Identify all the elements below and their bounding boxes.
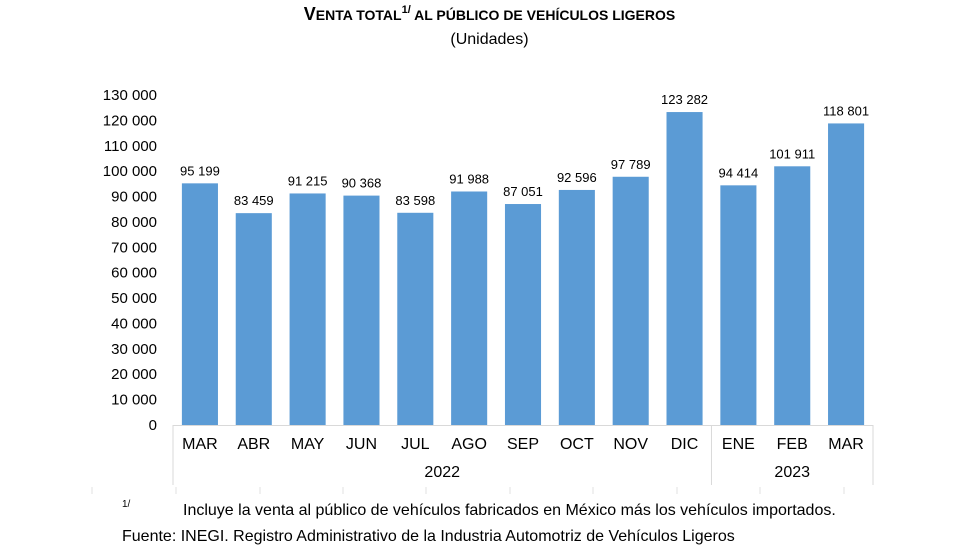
bar [612,176,649,425]
group-label: 2022 [424,464,460,481]
source-text: Fuente: INEGI. Registro Administrativo d… [122,528,735,545]
bar-data-label: 97 789 [611,157,651,172]
x-tick-label: MAY [291,436,325,453]
group-label: 2023 [774,464,810,481]
bar-data-labels: 95 199 83 459 91 215 90 368 83 598 91 988 87 0… [180,92,869,208]
bar-data-label: 94 414 [719,165,759,180]
footnote-mark: 1/ [122,499,131,510]
bar [720,185,757,425]
y-tick-label: 40 000 [111,315,157,332]
y-tick-label: 20 000 [111,366,157,383]
bar [343,195,380,425]
y-tick-label: 120 000 [103,112,157,129]
chart-title: VENTA TOTAL1/ AL PÚBLICO DE VEHÍCULOS LI… [0,3,979,26]
bar [235,213,272,425]
y-tick-label: 30 000 [111,341,157,358]
bar-data-label: 91 988 [449,171,489,186]
bars [181,112,865,426]
title-small-caps: ENTA TOTAL [315,7,402,23]
y-tick-label: 60 000 [111,265,157,282]
bar-data-label: 123 282 [661,92,708,107]
title-first-letter: V [303,4,316,24]
bar-data-label: 101 911 [769,146,815,161]
x-axis-tick-labels: MAR ABR MAY JUN JUL AGO SEP OCT NOV DIC ENE FEB MAR [182,436,864,453]
bar-data-label: 91 215 [288,173,328,188]
y-tick-label: 130 000 [103,87,157,104]
y-tick-label: 70 000 [111,239,157,256]
bar-data-label: 87 051 [503,184,543,199]
x-tick-label: FEB [777,436,808,453]
x-tick-label: AGO [451,436,487,453]
bar [828,123,865,426]
bar-data-label: 92 596 [557,170,597,185]
x-tick-label: JUL [401,436,430,453]
bar [451,191,488,425]
bar-data-label: 83 598 [395,193,435,208]
bar-data-label: 118 801 [823,103,869,118]
bar [666,112,703,426]
footer-decoration-ticks [91,487,845,494]
bar [504,204,542,425]
y-tick-label: 90 000 [111,189,157,206]
y-tick-label: 10 000 [111,392,157,409]
y-tick-label: 110 000 [104,138,157,155]
footnote-text: Incluye la venta al público de vehículos… [183,502,836,519]
bar [558,189,595,425]
x-tick-label: NOV [613,436,648,453]
bar-data-label: 83 459 [234,193,274,208]
bar [774,166,811,425]
x-tick-label: SEP [507,436,539,453]
y-axis-tick-labels: 0 10 000 20 000 30 000 40 000 50 000 60 000 70 … [103,87,157,434]
bar-data-label: 95 199 [180,163,220,178]
title-rest: AL PÚBLICO DE VEHÍCULOS LIGEROS [410,7,676,23]
bar [397,212,434,425]
bar [289,193,326,425]
y-tick-label: 80 000 [111,214,157,231]
title-footnote-mark: 1/ [401,4,411,16]
y-tick-label: 0 [149,417,157,434]
bar-data-label: 90 368 [342,176,382,191]
x-tick-label: ENE [722,436,755,453]
y-tick-label: 50 000 [111,290,157,307]
x-tick-label: MAR [182,436,218,453]
bar [181,183,218,425]
x-tick-label: OCT [560,436,594,453]
x-tick-label: ABR [237,436,270,453]
x-axis-group-labels: 2022 2023 [172,425,874,485]
chart-subtitle: (Unidades) [450,31,529,48]
y-tick-label: 100 000 [103,163,157,180]
x-tick-label: DIC [671,436,699,453]
x-tick-label: MAR [828,436,864,453]
x-tick-label: JUN [346,436,377,453]
